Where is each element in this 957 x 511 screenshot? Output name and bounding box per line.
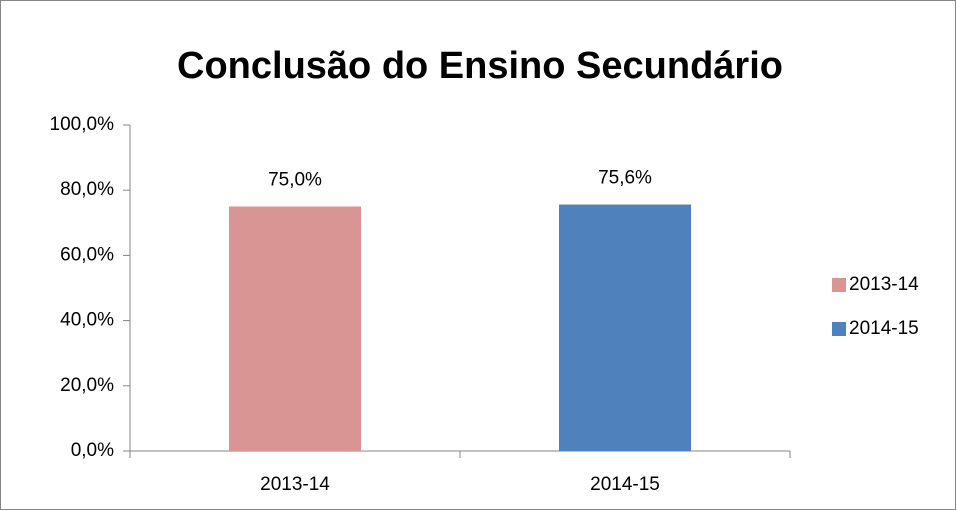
legend-label: 2013-14 bbox=[849, 274, 919, 295]
y-tick-label: 80,0% bbox=[60, 179, 114, 200]
bar bbox=[229, 206, 361, 451]
data-label: 75,6% bbox=[598, 168, 652, 189]
legend-swatch bbox=[832, 322, 846, 336]
x-tick-label: 2014-15 bbox=[590, 474, 660, 495]
y-tick-label: 60,0% bbox=[60, 244, 114, 265]
y-tick-label: 20,0% bbox=[60, 375, 114, 396]
legend-label: 2014-15 bbox=[849, 318, 919, 339]
legend-swatch bbox=[832, 278, 846, 292]
y-tick-label: 40,0% bbox=[60, 310, 114, 331]
y-tick-label: 0,0% bbox=[71, 440, 114, 461]
bar bbox=[559, 204, 691, 451]
y-tick-label: 100,0% bbox=[50, 114, 115, 135]
x-tick-label: 2013-14 bbox=[260, 474, 330, 495]
chart-title: Conclusão do Ensino Secundário bbox=[177, 45, 783, 87]
data-label: 75,0% bbox=[268, 170, 322, 191]
